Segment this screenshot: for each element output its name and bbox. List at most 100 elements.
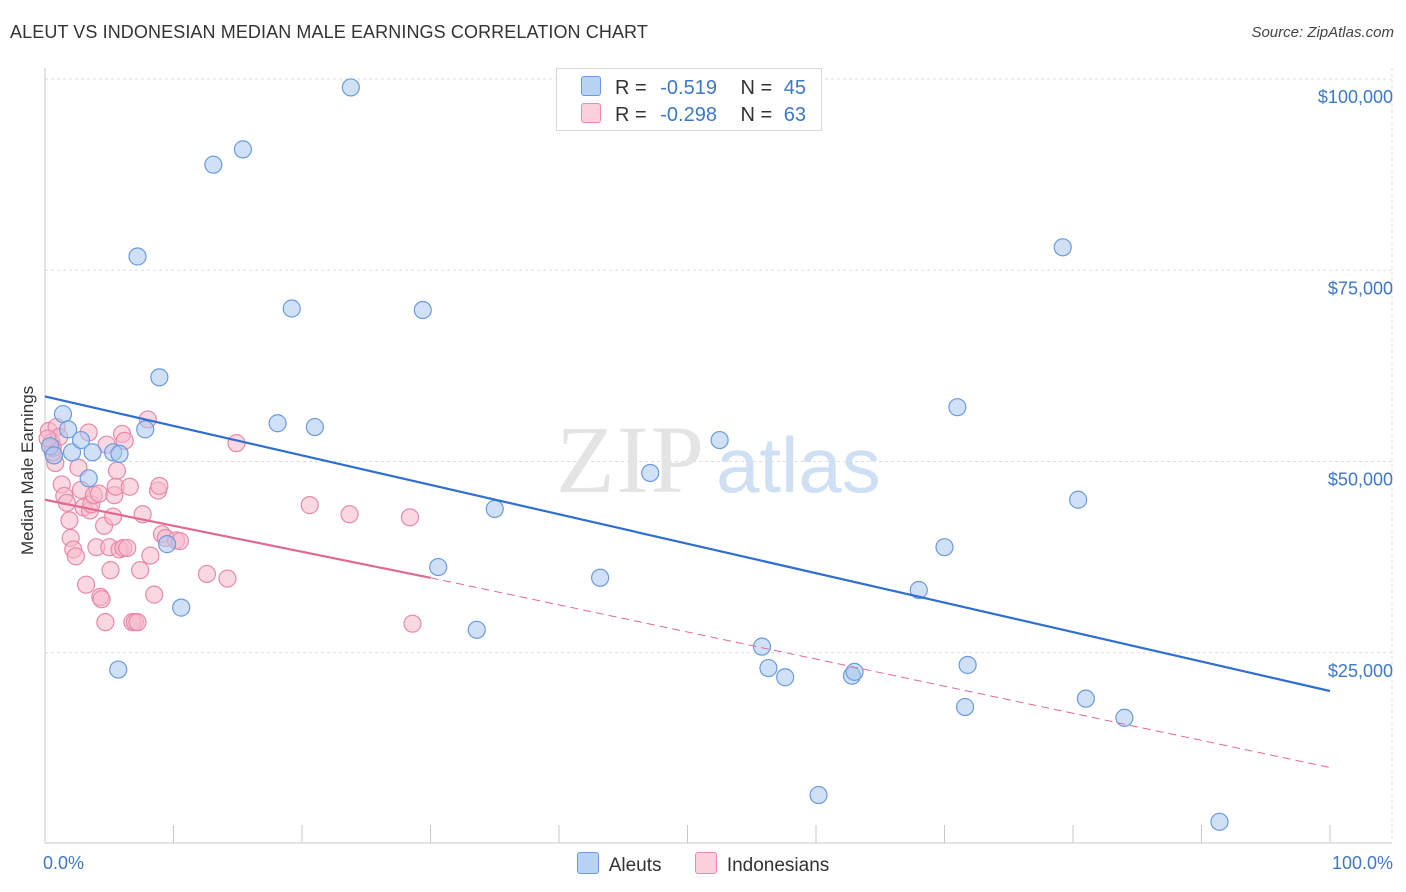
legend-row-indo: R = -0.298 N = 63 bbox=[581, 103, 806, 127]
legend-item-indonesians: Indonesians bbox=[694, 852, 830, 877]
aleut-point-27 bbox=[641, 463, 660, 483]
aleut-point-43 bbox=[1115, 708, 1134, 727]
legend-item-aleuts: Aleuts bbox=[576, 852, 662, 877]
x-tick-label-0: 0.0% bbox=[43, 853, 84, 873]
aleut-point-24 bbox=[467, 620, 486, 639]
aleut-point-10 bbox=[109, 660, 128, 679]
aleut-point-35 bbox=[909, 580, 928, 600]
aleut-point-31 bbox=[776, 668, 795, 687]
aleut-point-44 bbox=[1210, 812, 1229, 831]
aleut-point-4 bbox=[62, 443, 82, 462]
indonesian-point-26 bbox=[96, 613, 115, 632]
aleut-point-37 bbox=[948, 398, 967, 417]
indonesian-point-42 bbox=[128, 613, 147, 632]
indonesian-point-60 bbox=[403, 614, 422, 633]
indonesian-point-38 bbox=[118, 538, 137, 558]
indonesian-point-16 bbox=[77, 575, 96, 594]
aleut-trend-line bbox=[44, 395, 1331, 693]
aleut-swatch bbox=[581, 76, 601, 96]
indonesian-point-47 bbox=[145, 585, 164, 604]
indonesian-point-9 bbox=[60, 511, 79, 530]
aleut-point-25 bbox=[485, 499, 504, 519]
aleut-point-2 bbox=[53, 404, 73, 424]
indo-n-label: N = bbox=[740, 104, 773, 126]
watermark-atlas: atlas bbox=[716, 421, 881, 509]
indonesian-point-29 bbox=[101, 561, 120, 580]
aleuts-legend-label: Aleuts bbox=[608, 855, 662, 876]
aleut-point-21 bbox=[341, 78, 360, 97]
y-tick-label-0: $25,000 bbox=[1328, 661, 1393, 681]
indonesian-point-49 bbox=[150, 476, 169, 496]
indo-swatch bbox=[581, 103, 601, 123]
aleut-point-30 bbox=[759, 658, 778, 678]
aleut-point-5 bbox=[71, 430, 91, 450]
indonesians-legend-label: Indonesians bbox=[726, 855, 830, 876]
indonesian-point-30 bbox=[104, 507, 123, 526]
indonesian-point-24 bbox=[92, 590, 111, 609]
indonesian-point-54 bbox=[197, 564, 217, 584]
aleut-point-38 bbox=[955, 697, 975, 717]
indonesian-point-58 bbox=[340, 505, 359, 524]
indonesian-point-46 bbox=[141, 546, 160, 565]
watermark-zip: ZIP bbox=[556, 406, 706, 513]
aleut-point-32 bbox=[809, 785, 828, 805]
indonesian-point-12 bbox=[66, 547, 85, 566]
aleut-point-39 bbox=[958, 655, 977, 675]
watermark: ZIP atlas bbox=[556, 406, 881, 513]
aleut-point-1 bbox=[44, 446, 64, 465]
aleut-point-7 bbox=[83, 443, 102, 462]
aleuts-legend-swatch bbox=[576, 852, 599, 874]
aleut-point-6 bbox=[79, 469, 98, 488]
indonesian-point-33 bbox=[107, 461, 127, 480]
aleut-point-34 bbox=[845, 662, 864, 681]
indonesian-trend-extension bbox=[430, 577, 1331, 768]
indonesians-legend-swatch bbox=[694, 852, 717, 874]
indonesian-trend-line bbox=[44, 498, 431, 579]
chart-source: Source: ZipAtlas.com bbox=[1251, 24, 1394, 41]
aleut-point-3 bbox=[59, 420, 78, 439]
aleut-point-19 bbox=[282, 299, 301, 318]
aleut-point-14 bbox=[157, 535, 177, 554]
indonesian-point-59 bbox=[400, 508, 420, 527]
stats-legend: R = -0.519 N = 45 R = -0.298 N = 63 bbox=[556, 68, 822, 131]
trend-lines bbox=[44, 395, 1331, 768]
tick-labels: $25,000 $50,000 $75,000 $100,000 0.0% 100.0% bbox=[43, 87, 1393, 873]
chart-title: ALEUT VS INDONESIAN MEDIAN MALE EARNINGS… bbox=[10, 22, 648, 42]
aleut-point-12 bbox=[136, 420, 155, 439]
indonesian-point-57 bbox=[300, 496, 319, 515]
indo-r-value: -0.298 bbox=[660, 104, 717, 126]
legend-row-aleut: R = -0.519 N = 45 bbox=[581, 76, 806, 100]
aleut-point-40 bbox=[1053, 238, 1072, 257]
y-tick-label-2: $75,000 bbox=[1328, 278, 1393, 298]
aleut-r-value: -0.519 bbox=[660, 77, 717, 99]
aleut-point-42 bbox=[1076, 689, 1095, 708]
aleut-point-9 bbox=[110, 444, 129, 463]
aleut-point-26 bbox=[591, 568, 610, 587]
indonesian-point-56 bbox=[227, 434, 246, 453]
y-tick-label-1: $50,000 bbox=[1328, 470, 1393, 490]
aleut-point-13 bbox=[150, 368, 169, 387]
indonesian-point-55 bbox=[218, 569, 237, 588]
indo-r-label: R = bbox=[615, 104, 647, 126]
indonesian-point-43 bbox=[130, 561, 150, 580]
aleut-point-28 bbox=[710, 430, 729, 450]
aleut-point-22 bbox=[413, 300, 432, 320]
aleut-point-18 bbox=[268, 414, 287, 433]
aleut-point-36 bbox=[935, 538, 954, 557]
y-tick-label-3: $100,000 bbox=[1318, 87, 1393, 107]
aleut-point-15 bbox=[172, 598, 191, 617]
aleut-n-label: N = bbox=[740, 77, 773, 99]
x-tick-label-1: 100.0% bbox=[1332, 853, 1393, 873]
indo-n-value: 63 bbox=[783, 104, 807, 126]
indonesian-point-22 bbox=[89, 484, 109, 503]
aleut-point-11 bbox=[128, 247, 147, 266]
aleut-point-29 bbox=[752, 637, 772, 656]
aleut-point-20 bbox=[305, 417, 324, 437]
aleut-point-17 bbox=[233, 140, 252, 159]
aleut-point-16 bbox=[204, 155, 223, 174]
aleut-r-label: R = bbox=[615, 77, 647, 99]
series-legend: Aleuts Indonesians bbox=[0, 852, 1406, 877]
indonesian-point-39 bbox=[120, 477, 139, 496]
aleut-point-41 bbox=[1069, 490, 1088, 509]
